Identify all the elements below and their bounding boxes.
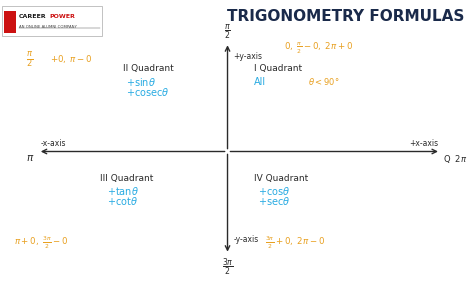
- Text: $\pi$: $\pi$: [26, 153, 34, 163]
- Text: Q  $2\pi$: Q $2\pi$: [443, 153, 467, 165]
- Text: +cosec$\theta$: +cosec$\theta$: [126, 86, 169, 98]
- Text: +sin$\theta$: +sin$\theta$: [126, 76, 155, 88]
- Text: POWER: POWER: [50, 14, 76, 19]
- Text: -y-axis: -y-axis: [234, 235, 259, 244]
- Text: II Quadrant: II Quadrant: [123, 64, 174, 73]
- Text: $\theta < 90°$: $\theta < 90°$: [308, 76, 339, 87]
- Text: +sec$\theta$: +sec$\theta$: [258, 195, 291, 208]
- Text: +tan$\theta$: +tan$\theta$: [107, 185, 138, 197]
- Text: IV Quadrant: IV Quadrant: [254, 174, 308, 183]
- Text: $\frac{3\pi}{2}$: $\frac{3\pi}{2}$: [222, 256, 233, 278]
- Text: $0,\ \frac{\pi}{2}-0,\ 2\pi+0$: $0,\ \frac{\pi}{2}-0,\ 2\pi+0$: [284, 41, 354, 56]
- Text: $\pi+0,\ \frac{3\pi}{2}-0$: $\pi+0,\ \frac{3\pi}{2}-0$: [14, 234, 69, 251]
- Text: +x-axis: +x-axis: [410, 139, 438, 148]
- Text: +y-axis: +y-axis: [234, 52, 263, 61]
- Text: $\frac{\pi}{2}$: $\frac{\pi}{2}$: [224, 22, 231, 41]
- Text: All: All: [254, 77, 266, 87]
- Text: -x-axis: -x-axis: [40, 139, 66, 148]
- Text: CAREER: CAREER: [19, 14, 46, 19]
- FancyBboxPatch shape: [4, 11, 16, 33]
- Text: $\frac{\pi}{2}$: $\frac{\pi}{2}$: [26, 51, 33, 70]
- Text: TRIGONOMETRY FORMULAS: TRIGONOMETRY FORMULAS: [228, 9, 465, 24]
- Text: $+0,\  \pi-0$: $+0,\ \pi-0$: [50, 53, 92, 65]
- Text: III Quadrant: III Quadrant: [100, 174, 153, 183]
- FancyBboxPatch shape: [2, 6, 102, 36]
- Text: +cos$\theta$: +cos$\theta$: [258, 185, 291, 197]
- Text: +cot$\theta$: +cot$\theta$: [107, 195, 138, 208]
- Text: AN ONLINE ALUMNI COMPANY: AN ONLINE ALUMNI COMPANY: [19, 25, 77, 29]
- Text: I Quadrant: I Quadrant: [254, 64, 302, 73]
- Text: $\frac{3\pi}{2}+0,\ 2\pi-0$: $\frac{3\pi}{2}+0,\ 2\pi-0$: [265, 234, 326, 251]
